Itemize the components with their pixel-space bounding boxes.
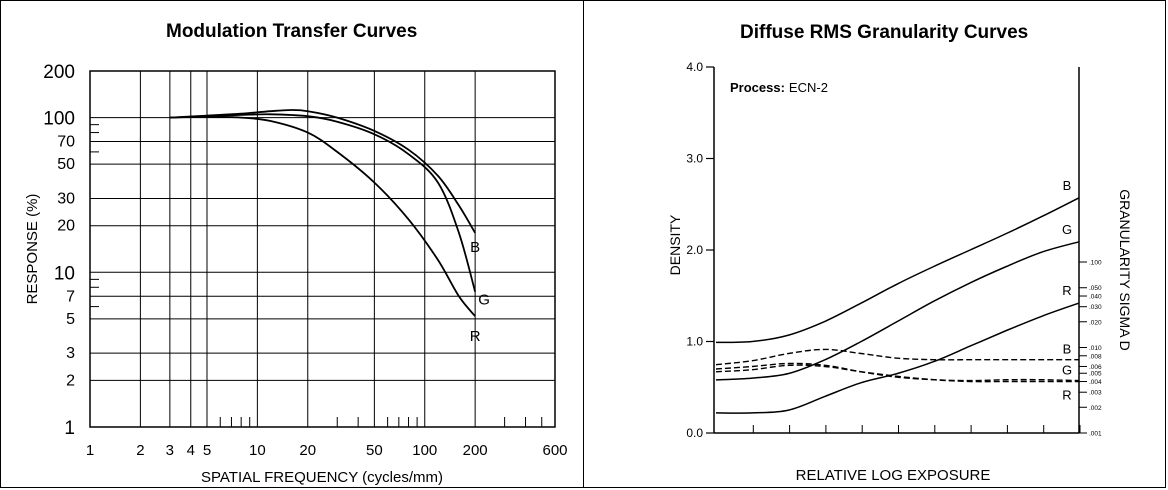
mtf-xtick-label: 20: [299, 442, 316, 459]
gran-right-tick-label: .008: [1089, 353, 1102, 360]
granularity-label-g: G: [1062, 363, 1072, 378]
gran-right-tick-label: .050: [1089, 285, 1102, 292]
gran-ylabel: DENSITY: [667, 214, 683, 275]
granularity-chart: 0.0 1.0 2.0 3.0 4.0 .100 .050 .040 .030 .020 .010.…: [667, 60, 1133, 484]
mtf-ytick-label: 70: [57, 134, 75, 151]
mtf-plot-frame: [89, 70, 556, 428]
density-label-r: R: [1062, 283, 1071, 298]
mtf-series-label-r: R: [470, 328, 481, 345]
gran-right-tick-label: .002: [1089, 405, 1102, 412]
gran-right-tick-label: .003: [1089, 390, 1102, 397]
density-curve-r: [715, 302, 1080, 414]
mtf-ytick-label: 2: [66, 372, 75, 389]
mtf-xtick-label: 50: [366, 442, 383, 459]
mtf-series-label-b: B: [470, 239, 480, 256]
mtf-ytick-label: 7: [66, 288, 75, 305]
mtf-ytick-label: 200: [43, 62, 75, 83]
mtf-ylabel: RESPONSE (%): [24, 194, 41, 305]
gran-ytick-label: 1.0: [686, 335, 703, 349]
gran-right-tick-label: .004: [1089, 379, 1102, 386]
gran-right-tick-label: .020: [1089, 319, 1102, 326]
gran-ytick-label: 2.0: [686, 243, 703, 257]
mtf-chart: 1 2 3 4 5 10 20 50 100 200 60020010070503020107532…: [24, 62, 568, 486]
granularity-label-b: B: [1063, 342, 1072, 357]
gran-right-tick-label: .100: [1089, 260, 1102, 267]
density-curve-g: [715, 241, 1080, 381]
mtf-xtick-label: 3: [166, 442, 174, 459]
mtf-curve-g: [169, 113, 476, 292]
mtf-xtick-label: 1: [86, 442, 94, 459]
mtf-ytick-label: 100: [43, 109, 75, 130]
process-annotation-label: Process:: [730, 80, 785, 95]
gran-ytick-label: 3.0: [686, 152, 703, 166]
mtf-xtick-label: 5: [203, 442, 211, 459]
granularity-curve-b: [715, 348, 1079, 366]
gran-ytick-label: 4.0: [686, 60, 703, 74]
process-annotation-value: ECN-2: [789, 80, 828, 95]
granularity-curve-g: [715, 362, 1080, 382]
mtf-ytick-label: 3: [66, 345, 75, 362]
granularity-label-r: R: [1062, 388, 1071, 403]
panel-divider: [583, 0, 584, 488]
mtf-xtick-label: 100: [412, 442, 437, 459]
gran-ytick-label: 0.0: [686, 426, 703, 440]
mtf-curve-b: [169, 109, 476, 234]
mtf-xtick-label: 10: [249, 442, 266, 459]
gran-right-tick-label: .006: [1089, 364, 1102, 371]
granularity-curve-r: [715, 364, 1079, 383]
mtf-ytick-label: 10: [54, 263, 75, 284]
gran-right-tick-label: .030: [1089, 304, 1102, 311]
mtf-xtick-label: 600: [542, 442, 567, 459]
gran-xlabel: RELATIVE LOG EXPOSURE: [796, 467, 991, 484]
mtf-xlabel: SPATIAL FREQUENCY (cycles/mm): [201, 469, 443, 486]
mtf-xtick-label: 2: [136, 442, 144, 459]
mtf-xtick-label: 200: [463, 442, 488, 459]
mtf-ytick-label: 30: [57, 190, 75, 207]
process-annotation: Process: ECN-2: [730, 80, 828, 95]
gran-right-tick-label: .010: [1089, 345, 1102, 352]
mtf-ytick-label: 20: [57, 218, 75, 235]
mtf-xtick-label: 4: [187, 442, 195, 459]
gran-ylabel-right: GRANULARITY SIGMA D: [1117, 189, 1133, 351]
density-label-b: B: [1063, 178, 1072, 193]
mtf-ytick-label: 5: [66, 311, 75, 328]
density-curve-b: [715, 197, 1080, 344]
mtf-ytick-label: 1: [64, 418, 75, 439]
gran-right-tick-label: .001: [1089, 431, 1102, 438]
gran-right-tick-label: .040: [1089, 294, 1102, 301]
mtf-ytick-label: 50: [57, 156, 75, 173]
density-label-g: G: [1062, 222, 1072, 237]
gran-right-tick-label: .005: [1089, 371, 1102, 378]
mtf-chart-title: Modulation Transfer Curves: [166, 21, 418, 42]
granularity-chart-title: Diffuse RMS Granularity Curves: [740, 22, 1029, 43]
mtf-curve-r: [169, 115, 476, 317]
mtf-series-label-g: G: [478, 292, 490, 309]
